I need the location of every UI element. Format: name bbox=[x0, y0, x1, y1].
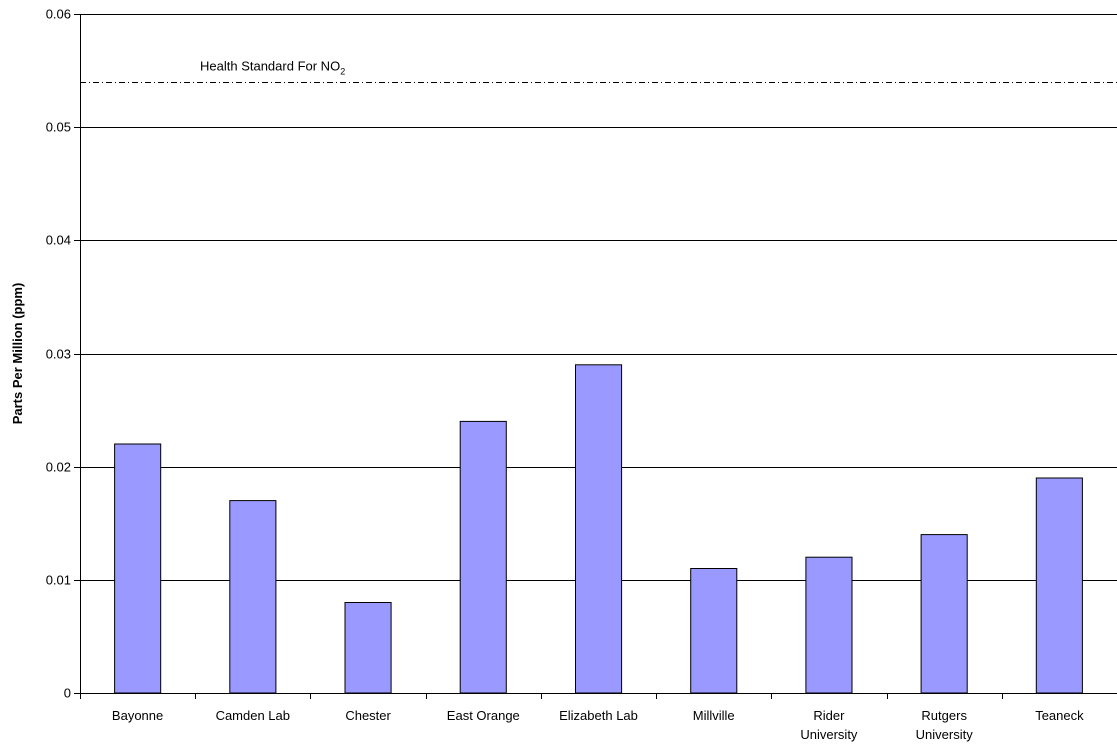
x-category-label: Teaneck bbox=[1035, 708, 1084, 723]
bar bbox=[229, 500, 277, 694]
y-tick-label: 0.01 bbox=[46, 573, 71, 588]
x-category-label-line: Bayonne bbox=[112, 708, 163, 723]
x-category-label-line: East Orange bbox=[447, 708, 520, 723]
x-category-label: Rutgers University bbox=[916, 708, 974, 742]
x-category-label-line: Chester bbox=[345, 708, 391, 723]
x-category-label-line: Teaneck bbox=[1035, 708, 1084, 723]
y-tick-label: 0.02 bbox=[46, 460, 71, 475]
y-tick-label: 0.06 bbox=[46, 7, 71, 22]
x-category-label-line: Millville bbox=[693, 708, 735, 723]
bar bbox=[1035, 477, 1083, 694]
x-category-label-line: Rutgers bbox=[921, 708, 967, 723]
health-standard-label: Health Standard For NO2 bbox=[200, 59, 345, 77]
x-category-label: Rider University bbox=[800, 708, 858, 742]
axes bbox=[74, 14, 1117, 699]
y-tick-label: 0.04 bbox=[46, 233, 71, 248]
y-tick-label: 0.05 bbox=[46, 120, 71, 135]
x-category-label-line: Rider bbox=[813, 708, 845, 723]
bar bbox=[344, 602, 392, 694]
x-category-label: East Orange bbox=[447, 708, 520, 723]
x-category-label-line: University bbox=[800, 727, 858, 742]
x-category-label: Millville bbox=[693, 708, 735, 723]
health-standard-label-text: Health Standard For NO bbox=[200, 59, 340, 74]
y-tick-label: 0 bbox=[64, 686, 71, 701]
bar bbox=[114, 443, 162, 694]
bar bbox=[459, 420, 507, 694]
y-axis-title: Parts Per Million (ppm) bbox=[10, 283, 25, 425]
bar bbox=[920, 534, 968, 694]
health-standard-label-subscript: 2 bbox=[340, 67, 345, 77]
x-category-label: Bayonne bbox=[112, 708, 163, 723]
x-category-label: Chester bbox=[345, 708, 391, 723]
x-category-labels: Bayonne Camden Lab Chester East Orange Eliza… bbox=[112, 708, 1084, 742]
bar bbox=[575, 364, 623, 694]
x-category-label-line: University bbox=[916, 727, 974, 742]
y-tick-label: 0.03 bbox=[46, 347, 71, 362]
x-category-label-line: Elizabeth Lab bbox=[559, 708, 638, 723]
x-category-label: Elizabeth Lab bbox=[559, 708, 638, 723]
y-tick-labels: 0 0.01 0.02 0.03 0.04 0.05 0.06 bbox=[46, 7, 71, 701]
health-standard-line-group: Health Standard For NO2 bbox=[80, 59, 1117, 83]
x-category-label: Camden Lab bbox=[216, 708, 290, 723]
bar bbox=[690, 568, 738, 694]
bar bbox=[805, 556, 853, 694]
x-category-label-line: Camden Lab bbox=[216, 708, 290, 723]
bars bbox=[114, 364, 1083, 694]
